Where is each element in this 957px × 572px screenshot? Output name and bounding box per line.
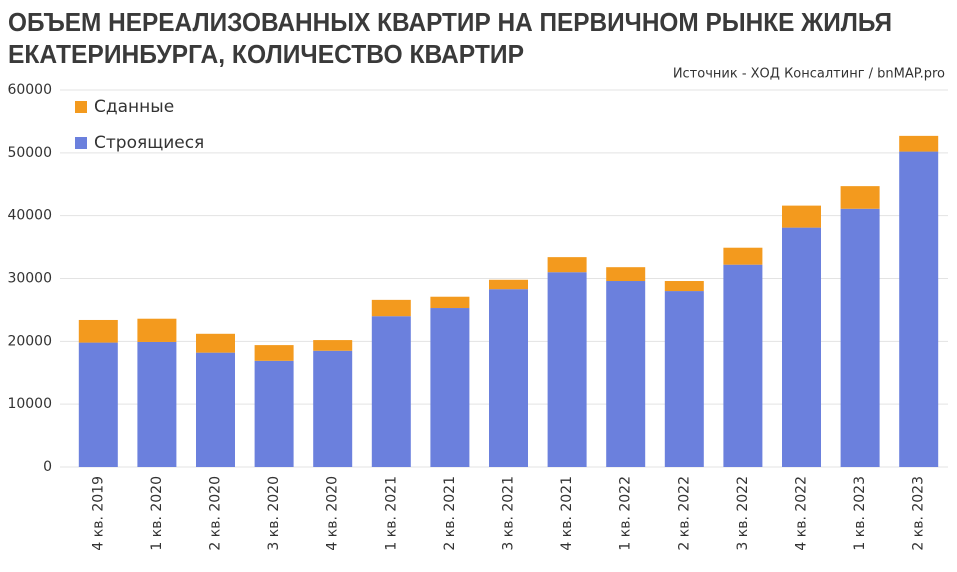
y-tick-label: 30000 (7, 271, 52, 287)
bar-segment (371, 316, 411, 467)
x-tick-label: 3 кв. 2020 (266, 476, 282, 551)
x-tick-label: 2 кв. 2021 (442, 476, 458, 551)
x-tick-label: 4 кв. 2021 (559, 476, 575, 551)
bar-segment (313, 350, 353, 467)
bar-segment (840, 186, 880, 209)
x-tick-label: 2 кв. 2023 (911, 476, 927, 551)
bar-segment (78, 319, 118, 343)
y-tick-label: 0 (43, 459, 52, 475)
bar-segment (899, 151, 939, 467)
y-tick-label: 50000 (7, 145, 52, 161)
bar-segment (196, 352, 235, 467)
bar-segment (371, 299, 411, 317)
source-note: Источник - ХОД Консалтинг / bnMAP.pro (673, 67, 945, 82)
legend-label: Сданные (94, 97, 174, 117)
y-tick-label: 40000 (7, 208, 52, 224)
x-tick-label: 1 кв. 2023 (852, 476, 868, 551)
bar-segment (313, 340, 353, 351)
x-tick-label: 1 кв. 2020 (149, 476, 165, 551)
x-tick-label: 1 кв. 2021 (383, 476, 399, 551)
bar-segment (254, 360, 294, 467)
x-tick-label: 2 кв. 2020 (208, 476, 224, 551)
legend-swatch (75, 137, 87, 149)
chart-title: ОБЪЕМ НЕРЕАЛИЗОВАННЫХ КВАРТИР НА ПЕРВИЧН… (8, 7, 892, 37)
x-tick-label: 4 кв. 2019 (90, 476, 106, 551)
bar-segment (723, 264, 763, 467)
bar-segment (196, 333, 235, 353)
bar-segment (723, 247, 763, 265)
x-tick-label: 3 кв. 2021 (501, 476, 517, 551)
bar-segment (664, 281, 704, 292)
bar-segment (430, 308, 470, 467)
bar-segment (137, 318, 177, 342)
bar-segment (606, 281, 646, 467)
bar-segment (78, 342, 118, 467)
bar-segment (840, 208, 880, 467)
bar-segment (782, 205, 821, 228)
bar-segment (489, 279, 528, 290)
bar-segment (489, 289, 528, 467)
bar-segment (899, 135, 939, 152)
y-tick-label: 60000 (7, 82, 52, 98)
legend-label: Строящиеся (94, 133, 204, 153)
y-tick-label: 20000 (7, 333, 52, 349)
bar-segment (254, 345, 294, 361)
x-tick-label: 2 кв. 2022 (676, 476, 692, 551)
bar-segment (664, 291, 704, 467)
bar-segment (430, 296, 470, 309)
chart-title: ЕКАТЕРИНБУРГА, КОЛИЧЕСТВО КВАРТИР (8, 39, 524, 69)
x-tick-label: 4 кв. 2022 (794, 476, 810, 551)
x-tick-label: 3 кв. 2022 (735, 476, 751, 551)
x-tick-label: 1 кв. 2022 (618, 476, 634, 551)
y-tick-label: 10000 (7, 396, 52, 412)
x-tick-label: 4 кв. 2020 (325, 476, 341, 551)
bar-segment (782, 227, 821, 467)
bar-segment (547, 272, 587, 467)
bar-segment (547, 257, 587, 273)
bar-segment (606, 267, 646, 282)
legend-swatch (75, 101, 87, 113)
bar-segment (137, 341, 177, 467)
